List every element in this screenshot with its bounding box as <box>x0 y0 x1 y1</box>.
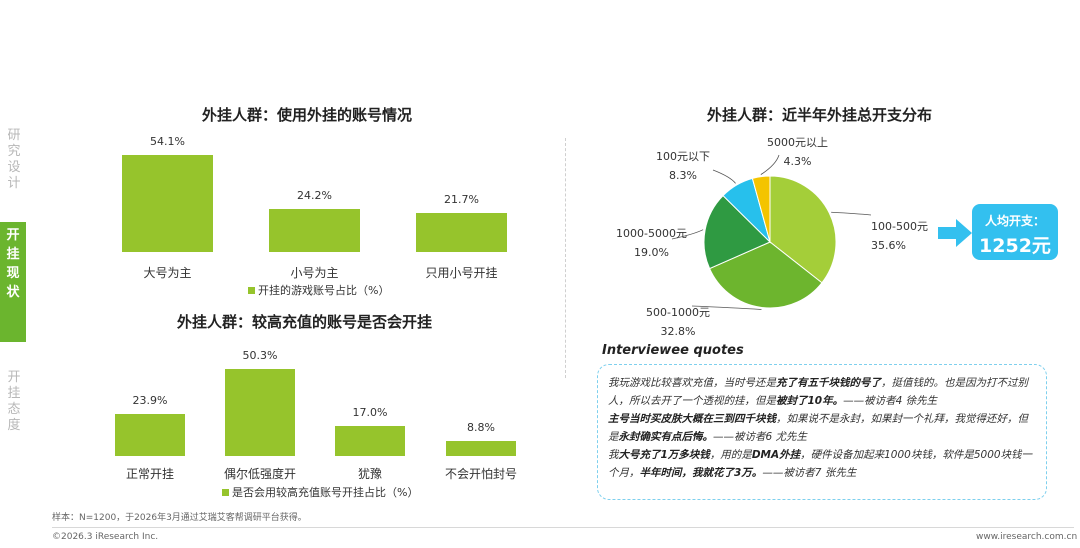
quote-highlight: 半年时间，我就花了3万。 <box>639 467 763 479</box>
bar <box>416 213 507 252</box>
pie-slice <box>703 194 771 270</box>
pie-value-label: 19.0% <box>634 246 669 259</box>
quotes-box: 我玩游戏比较喜欢充值，当时号还是充了有五千块钱的号了，挺值钱的。也是因为打不过别… <box>597 364 1047 500</box>
bar <box>115 414 185 456</box>
quote-2: 主号当时买皮肤大概在三到四千块钱，如果说不是永封，如果封一个礼拜，我觉得还好，但… <box>608 410 1036 446</box>
pie-slice-label: 5000元以上 4.3% <box>767 133 828 171</box>
quote-text: ，用的是 <box>709 449 752 461</box>
quote-text: ，挺值钱的。也是因为打不过别人，所以去开了一个透视的挂，但是 <box>608 377 1028 407</box>
legend-swatch <box>222 489 229 496</box>
website-link[interactable]: www.iresearch.com.cn <box>976 532 1078 542</box>
bar-value-label: 21.7% <box>444 193 479 207</box>
bar-category-label: 不会开怕封号 <box>444 467 517 481</box>
pie-slice-label: 1000-5000元 19.0% <box>616 224 687 262</box>
quote-highlight: 主号当时买皮肤大概在三到四千块钱 <box>608 413 776 425</box>
per-capita-spend-badge: 人均开支： 1252元 <box>972 204 1058 260</box>
bar-category-label: 正常开挂 <box>125 467 174 481</box>
pie-value-label: 4.3% <box>783 155 812 168</box>
quotes-title: Interviewee quotes <box>602 343 744 358</box>
nav-item-label: 研究设计 <box>7 128 21 191</box>
quote-text: 我 <box>608 449 619 461</box>
quote-1: 我玩游戏比较喜欢充值，当时号还是充了有五千块钱的号了，挺值钱的。也是因为打不过别… <box>608 374 1036 410</box>
nav-item-current-status[interactable]: 开挂现状 <box>0 222 26 342</box>
pie-leader-line <box>691 305 762 310</box>
nav-item-research-design[interactable]: 研究设计 <box>0 128 28 198</box>
legend-swatch <box>248 287 255 294</box>
bar-value-label: 54.1% <box>150 134 185 148</box>
bar-value-label: 8.8% <box>467 420 495 434</box>
chart2-legend: 是否会用较高充值账号开挂占比（%） <box>222 484 418 500</box>
chart2-title: 外挂人群：较高充值的账号是否会开挂 <box>177 313 433 331</box>
bar-category-label: 犹豫 <box>357 467 382 481</box>
bar-value-label: 50.3% <box>242 348 278 362</box>
pie-leader-line <box>831 211 872 216</box>
copyright: ©2026.3 iResearch Inc. <box>52 532 159 542</box>
quote-highlight: DMA外挂 <box>751 449 801 461</box>
chart2-legend-label: 是否会用较高充值账号开挂占比（%） <box>232 486 419 499</box>
bar-category-label: 只用小号开挂 <box>425 266 498 280</box>
chart1-legend: 开挂的游戏账号占比（%） <box>248 282 389 298</box>
bar <box>122 154 213 252</box>
bar <box>269 208 360 252</box>
nav-item-attitude[interactable]: 开挂态度 <box>0 370 28 440</box>
pie-leader-line <box>712 169 736 184</box>
section-divider <box>565 138 566 378</box>
pie-slice <box>751 175 771 243</box>
pie-category-label: 100元以下 <box>656 150 710 163</box>
nav-item-label: 开挂现状 <box>6 228 20 300</box>
bar-category-label: 偶尔低强度开 <box>223 467 296 481</box>
quote-highlight: 被封了10年。 <box>776 395 844 407</box>
pie-slice <box>708 241 823 309</box>
quote-attribution: ——被访者7 张先生 <box>762 467 857 479</box>
footer-divider <box>52 527 1074 528</box>
bar-category-label: 小号为主 <box>290 266 339 280</box>
pie-slice-label: 500-1000元 32.8% <box>646 303 710 341</box>
chart1-legend-label: 开挂的游戏账号占比（%） <box>258 284 390 297</box>
sample-note: 样本：N=1200，于2026年3月通过艾瑞艾客帮调研平台获得。 <box>52 513 307 523</box>
pie-slice-label: 100元以下 8.3% <box>656 147 710 185</box>
quote-text: ，如果说不是永封，如果封一个礼拜，我觉得还好，但是 <box>608 413 1028 443</box>
bar <box>335 426 405 456</box>
pie-slice-label: 100-500元 35.6% <box>871 217 928 255</box>
per-capita-spend-value: 1252元 <box>979 235 1051 257</box>
bar-value-label: 17.0% <box>352 406 388 420</box>
quote-highlight: 充了有五千块钱的号了 <box>776 377 881 389</box>
chart1-title: 外挂人群：使用外挂的账号情况 <box>202 106 413 124</box>
quote-text: 我玩游戏比较喜欢充值，当时号还是 <box>608 377 776 389</box>
bar-category-label: 大号为主 <box>143 266 192 280</box>
bar-value-label: 23.9% <box>132 394 168 408</box>
bar <box>446 440 516 456</box>
quote-attribution: ——被访者6 尤先生 <box>713 431 808 443</box>
pie-leader-line <box>671 229 704 240</box>
bar <box>225 368 295 456</box>
nav-item-label: 开挂态度 <box>7 370 21 433</box>
chart3-title: 外挂人群：近半年外挂总开支分布 <box>707 106 933 124</box>
quote-highlight: 大号充了1万多块钱 <box>618 449 710 461</box>
pie-category-label: 100-500元 <box>871 220 928 233</box>
pie-chart <box>671 154 872 310</box>
pie-value-label: 32.8% <box>660 325 696 338</box>
pie-value-label: 8.3% <box>669 169 697 182</box>
per-capita-spend-label: 人均开支： <box>984 214 1045 228</box>
pie-slice <box>769 175 837 284</box>
quote-highlight: 永封确实有点后悔。 <box>618 431 714 443</box>
pie-leader-line <box>760 154 780 175</box>
pie-category-label: 500-1000元 <box>646 306 710 319</box>
quote-3: 我大号充了1万多块钱，用的是DMA外挂，硬件设备加起来1000块钱，软件是500… <box>608 446 1036 482</box>
pie-category-label: 5000元以上 <box>767 136 828 149</box>
quote-attribution: ——被访者4 徐先生 <box>843 395 938 407</box>
pie-category-label: 1000-5000元 <box>616 227 687 240</box>
arrow-right-icon <box>938 219 972 247</box>
pie-value-label: 35.6% <box>871 239 906 252</box>
bar-value-label: 24.2% <box>297 188 332 202</box>
quote-text: ，硬件设备加起来1000块钱，软件是5000块钱一个月， <box>608 449 1033 479</box>
